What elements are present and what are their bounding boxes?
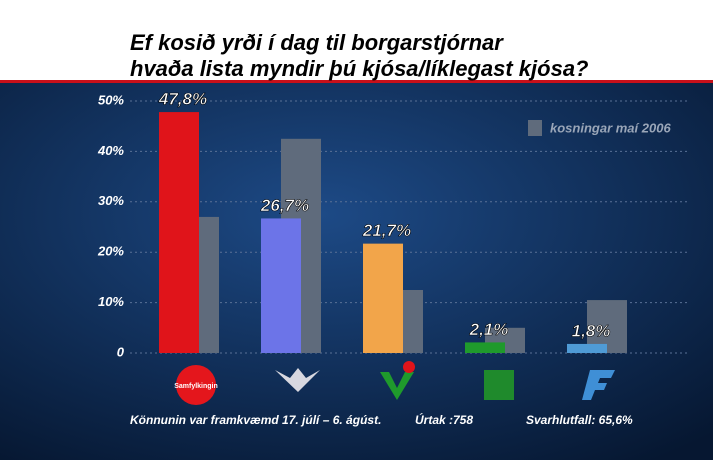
- logo: [582, 370, 615, 400]
- bar: [159, 112, 199, 353]
- chart-title: Ef kosið yrði í dag til borgarstjórnar: [130, 30, 504, 55]
- value-label: 47,8%: [158, 90, 207, 109]
- logo-text: Samfylkingin: [174, 383, 218, 390]
- footnote: Úrtak :758: [415, 412, 473, 427]
- y-tick-label: 50%: [98, 92, 124, 107]
- y-tick-label: 0: [117, 344, 125, 359]
- footnote: Könnunin var framkvæmd 17. júlí – 6. ágú…: [130, 413, 381, 427]
- logo: [275, 368, 320, 392]
- value-label: 1,8%: [572, 321, 611, 340]
- bar: [567, 343, 607, 353]
- y-tick-label: 30%: [98, 193, 124, 208]
- chart-title: hvaða lista myndir þú kjósa/líklegast kj…: [130, 56, 589, 81]
- logo: [403, 361, 415, 373]
- y-tick-label: 20%: [97, 244, 124, 259]
- plot-bg: [0, 82, 713, 460]
- footnote: Svarhlutfall: 65,6%: [526, 413, 633, 427]
- logo: [380, 372, 414, 400]
- value-label: 26,7%: [260, 196, 309, 215]
- logo: [176, 365, 216, 405]
- value-label: 2,1%: [469, 320, 509, 339]
- legend-swatch: [528, 120, 542, 136]
- bar: [465, 342, 505, 353]
- value-label: 21,7%: [362, 221, 411, 240]
- legend-label: kosningar maí 2006: [550, 120, 671, 135]
- red-rule: [0, 80, 713, 83]
- bar: [261, 218, 301, 353]
- party-logos: Samfylkingin: [174, 361, 615, 405]
- header-bg: [0, 0, 713, 82]
- logo: [484, 370, 514, 400]
- y-tick-label: 40%: [97, 143, 124, 158]
- bar: [363, 243, 403, 353]
- y-tick-label: 10%: [98, 294, 124, 309]
